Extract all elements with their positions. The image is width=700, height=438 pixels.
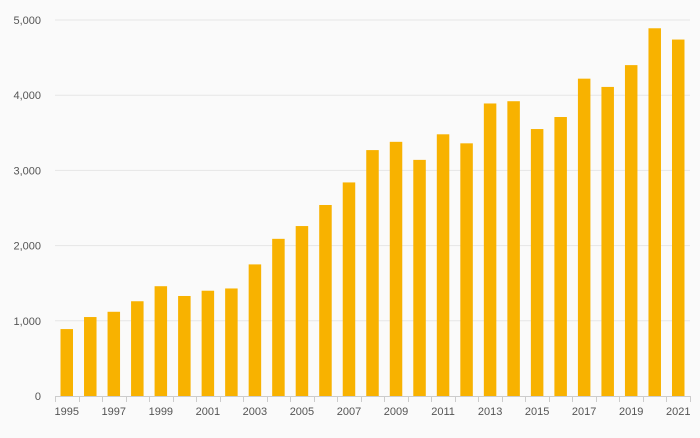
bar-2007 <box>342 182 356 396</box>
bar-2016 <box>554 117 567 397</box>
y-tick-label: 4,000 <box>13 90 41 102</box>
bar-2020 <box>648 28 661 396</box>
bar-2009 <box>389 141 403 396</box>
y-tick-label: 5,000 <box>13 15 41 27</box>
bar-2011 <box>436 134 450 396</box>
x-tick-label: 1997 <box>102 406 126 418</box>
y-tick-label: 3,000 <box>13 165 41 177</box>
bar-2015 <box>530 129 544 397</box>
x-tick-label: 2021 <box>666 406 690 418</box>
x-tick-label: 2017 <box>572 406 596 418</box>
x-tick-label: 2007 <box>337 406 361 418</box>
bar-2017 <box>577 78 591 396</box>
bar-1996 <box>84 317 97 396</box>
bar-1997 <box>107 311 121 396</box>
bar-2012 <box>460 143 473 396</box>
bar-2010 <box>413 159 426 396</box>
bar-2005 <box>295 226 309 396</box>
x-tick-label: 2019 <box>619 406 643 418</box>
bar-2013 <box>483 103 497 397</box>
x-axis-tick-labels: 1995 1997 1999 2001 2003 2005 2007 2009 2011 2013… <box>55 406 691 418</box>
bar-2021 <box>671 39 685 396</box>
bar-2008 <box>366 150 379 396</box>
bar-2004 <box>272 238 285 396</box>
bar-2001 <box>201 290 215 396</box>
bar-2006 <box>319 204 332 396</box>
bar-2002 <box>225 288 238 396</box>
x-tick-label: 2005 <box>290 406 314 418</box>
bar-1995 <box>60 329 74 396</box>
bar-2019 <box>624 65 638 397</box>
bars <box>60 28 685 397</box>
x-tick-label: 2015 <box>525 406 549 418</box>
y-axis-tick-labels: 0 1,000 2,000 3,000 4,000 5,000 <box>13 15 41 403</box>
x-tick-label: 1999 <box>149 406 173 418</box>
bar-2014 <box>507 101 520 396</box>
y-tick-label: 1,000 <box>13 316 41 328</box>
x-tick-label: 2013 <box>478 406 502 418</box>
x-tick-label: 2001 <box>196 406 220 418</box>
x-tick-label: 2011 <box>431 406 455 418</box>
bar-2018 <box>601 86 614 396</box>
bar-1999 <box>154 286 168 396</box>
bar-1998 <box>131 301 144 396</box>
bar-2000 <box>178 295 191 396</box>
bar-2003 <box>248 264 262 396</box>
x-tick-label: 1995 <box>55 406 79 418</box>
x-axis <box>55 396 691 402</box>
x-tick-label: 2003 <box>243 406 267 418</box>
y-tick-label: 0 <box>35 391 41 403</box>
y-tick-label: 2,000 <box>13 241 41 253</box>
x-tick-label: 2009 <box>384 406 408 418</box>
